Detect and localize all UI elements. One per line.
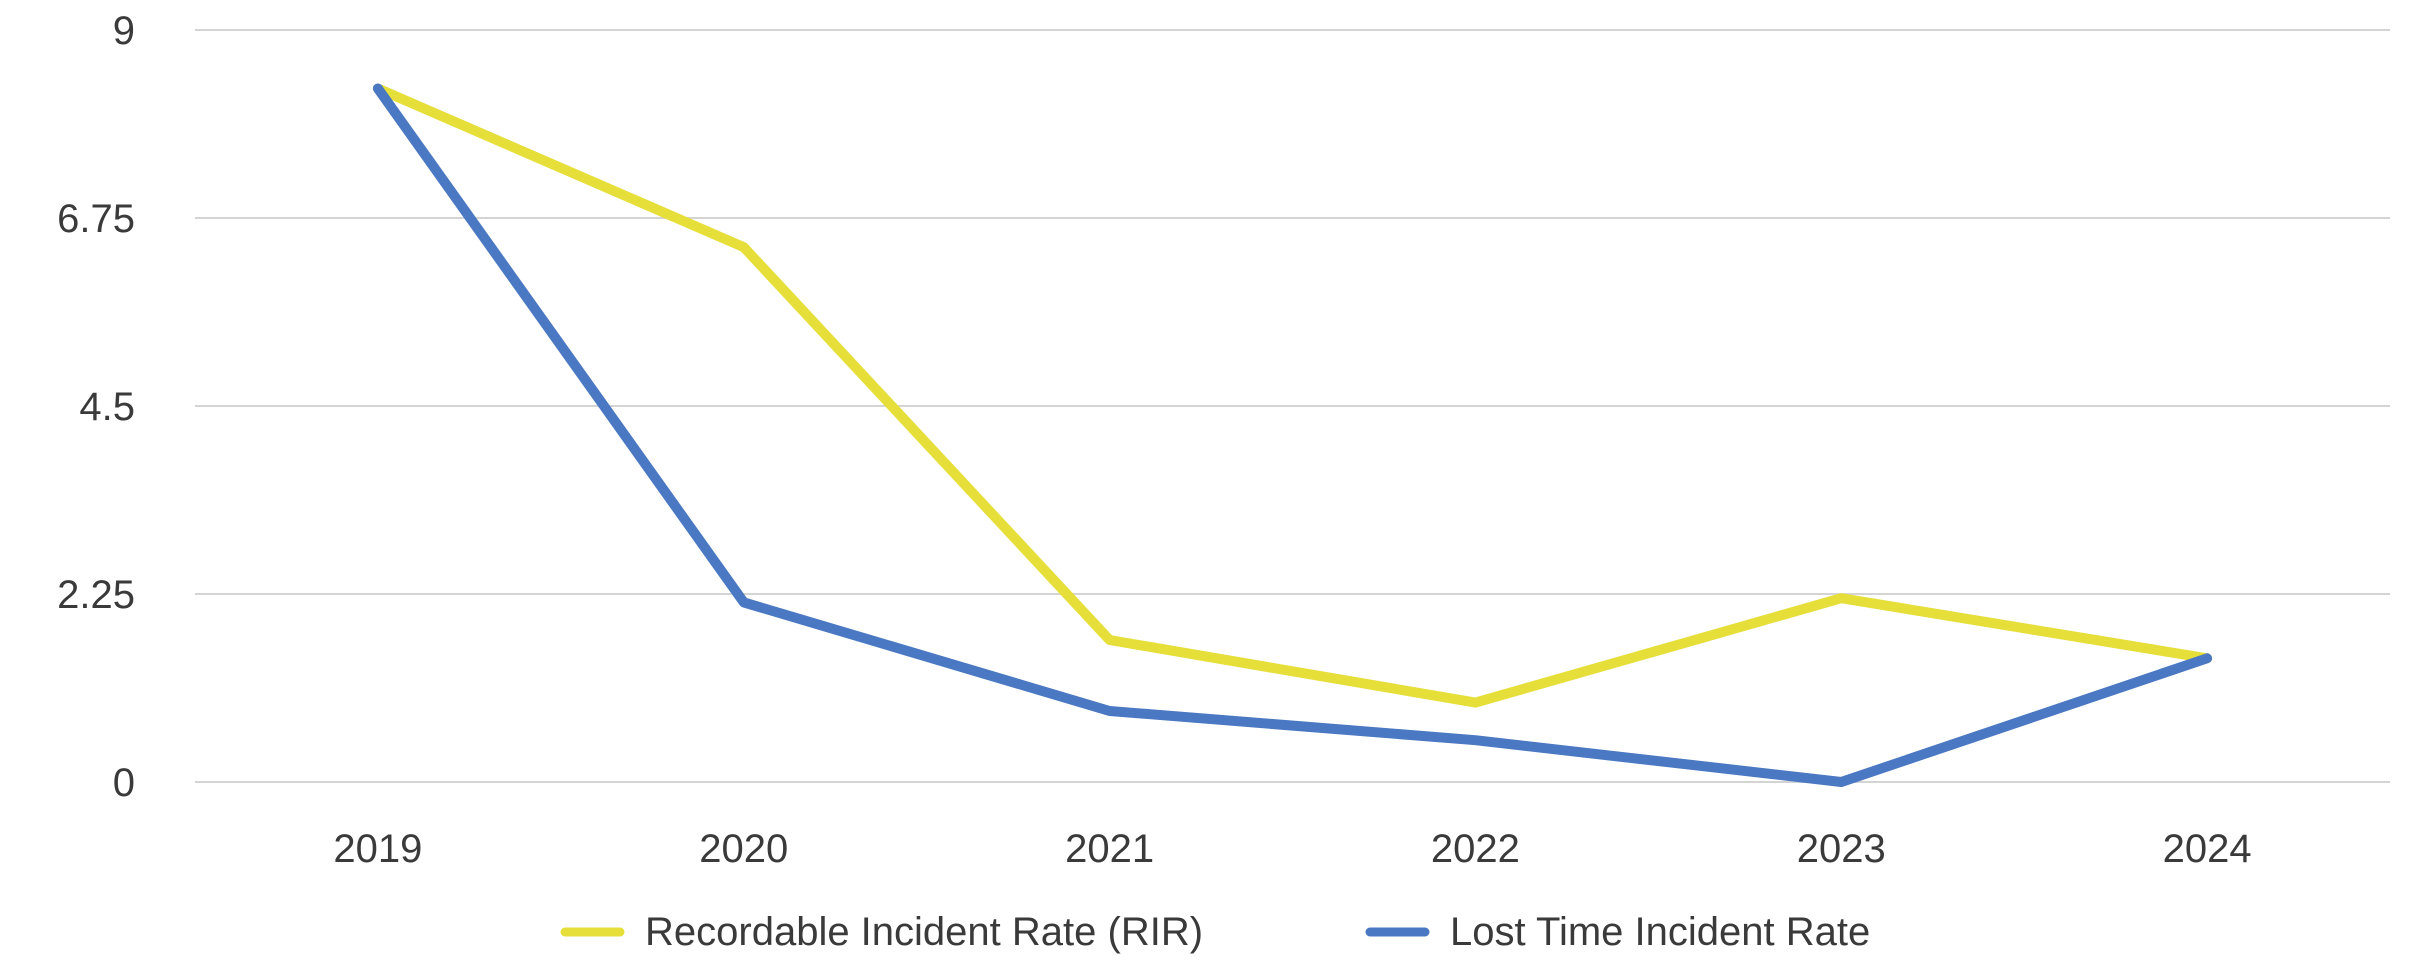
- y-tick-label: 4.5: [79, 385, 135, 429]
- x-tick-label: 2023: [1797, 827, 1886, 871]
- legend: Recordable Incident Rate (RIR) Lost Time …: [560, 910, 1870, 954]
- x-tick-label: 2020: [699, 827, 788, 871]
- x-tick-label: 2021: [1065, 827, 1154, 871]
- y-tick-label: 9: [113, 9, 135, 53]
- series-lines: [372, 83, 2213, 787]
- x-tick-label: 2019: [333, 827, 422, 871]
- x-axis-ticks: 2019 2020 2021 2022 2023 2024: [333, 827, 2251, 871]
- legend-entry: Lost Time Incident Rate: [1450, 910, 1870, 954]
- series-line-0: [372, 83, 2213, 708]
- series-line-1: [372, 83, 2213, 787]
- y-tick-label: 2.25: [57, 573, 135, 617]
- x-tick-label: 2024: [2163, 827, 2252, 871]
- y-tick-label: 0: [113, 761, 135, 805]
- legend-entry: Recordable Incident Rate (RIR): [645, 910, 1203, 954]
- gridlines: [195, 29, 2390, 783]
- x-tick-label: 2022: [1431, 827, 1520, 871]
- y-tick-label: 6.75: [57, 197, 135, 241]
- y-axis-ticks: 0 2.25 4.5 6.75 9: [57, 9, 135, 805]
